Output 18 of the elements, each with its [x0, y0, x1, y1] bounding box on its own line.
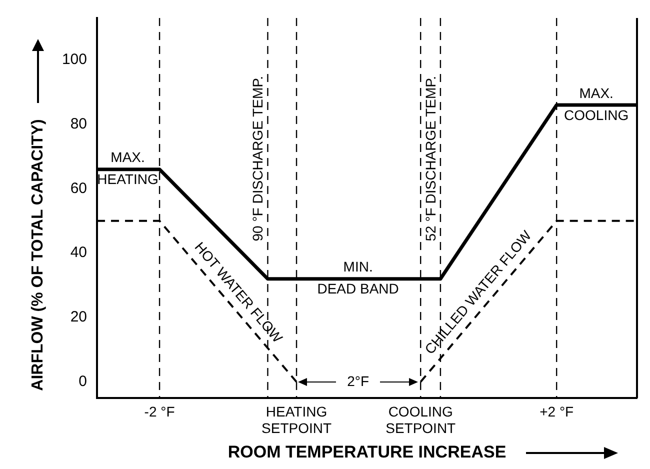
ref-line-label: 52 °F DISCHARGE TEMP.	[422, 76, 438, 242]
y-tick-label: 20	[70, 308, 87, 326]
annotation: MAX. COOLING	[564, 84, 629, 123]
x-tick-label: HEATING SETPOINT	[262, 403, 332, 436]
annotation: MAX. HEATING	[97, 149, 158, 188]
annotation: MIN. DEAD BAND	[317, 258, 399, 297]
x-tick-label: COOLING SETPOINT	[386, 403, 456, 436]
y-tick-label: 40	[70, 244, 87, 262]
x-tick-label: +2 °F	[540, 403, 574, 420]
x-tick-label: -2 °F	[144, 403, 175, 420]
annotation: 2°F	[347, 372, 370, 389]
x-axis-title: ROOM TEMPERATURE INCREASE	[228, 442, 506, 462]
y-tick-label: 0	[78, 373, 87, 390]
y-tick-label: 100	[62, 51, 87, 68]
ref-line-label: 90 °F DISCHARGE TEMP.	[250, 76, 266, 242]
y-tick-label: 60	[70, 180, 87, 197]
y-axis-title: AIRFLOW (% OF TOTAL CAPACITY)	[29, 119, 46, 391]
y-tick-label: 80	[70, 115, 87, 132]
